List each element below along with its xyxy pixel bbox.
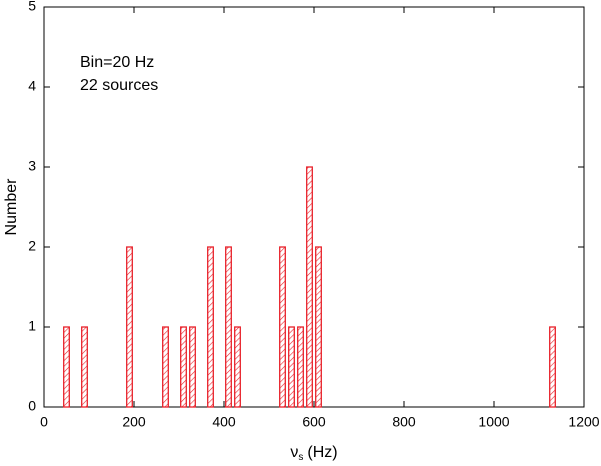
bar bbox=[189, 326, 196, 408]
bar bbox=[207, 246, 214, 408]
x-axis-unit: (Hz) bbox=[307, 444, 337, 461]
x-tick-label: 1200 bbox=[568, 414, 599, 430]
x-tick-label: 1000 bbox=[478, 414, 509, 430]
x-tick-label: 0 bbox=[40, 414, 48, 430]
annotation: 22 sources bbox=[80, 77, 158, 94]
bar bbox=[288, 326, 295, 408]
bar bbox=[126, 246, 133, 408]
x-tick-label: 800 bbox=[392, 414, 416, 430]
x-tick-label: 600 bbox=[302, 414, 326, 430]
x-tick-label: 400 bbox=[212, 414, 236, 430]
bar bbox=[225, 246, 232, 408]
y-tick-label: 1 bbox=[28, 318, 36, 334]
bar bbox=[234, 326, 241, 408]
y-tick-label: 0 bbox=[28, 398, 36, 414]
annotation: Bin=20 Hz bbox=[80, 54, 154, 71]
bar bbox=[63, 326, 70, 408]
y-tick-label: 3 bbox=[28, 158, 36, 174]
y-tick-label: 2 bbox=[28, 238, 36, 254]
y-axis-title: Number bbox=[3, 178, 20, 236]
y-tick-label: 5 bbox=[28, 0, 36, 14]
bar bbox=[549, 326, 556, 408]
x-axis-symbol: ν bbox=[290, 444, 298, 461]
bar bbox=[81, 326, 88, 408]
bar bbox=[180, 326, 187, 408]
bar bbox=[315, 246, 322, 408]
bar bbox=[306, 166, 313, 408]
x-tick-label: 200 bbox=[122, 414, 146, 430]
x-axis-title: νs (Hz) bbox=[290, 444, 337, 462]
bar bbox=[297, 326, 304, 408]
y-tick-label: 4 bbox=[28, 78, 36, 94]
bar bbox=[162, 326, 169, 408]
bar bbox=[279, 246, 286, 408]
x-axis-subscript: s bbox=[298, 452, 303, 463]
